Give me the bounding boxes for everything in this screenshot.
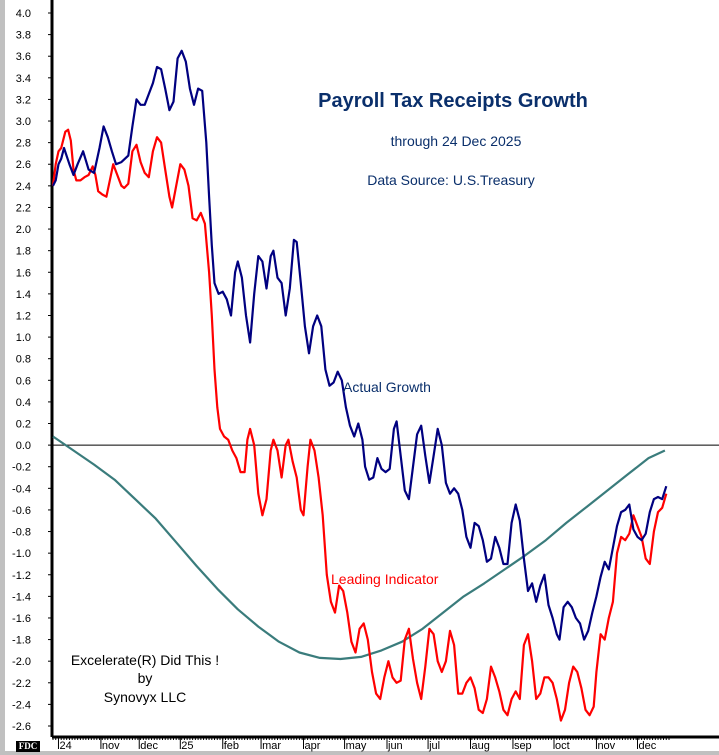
annotation-actual-growth: Actual Growth <box>343 379 431 395</box>
plot-area <box>52 0 719 739</box>
chart-title: Payroll Tax Receipts Growth <box>318 90 588 112</box>
y-tick-label: -2.4 <box>12 699 31 711</box>
y-tick-label: 4.0 <box>16 8 31 20</box>
y-axis: 4.0 3.8 3.6 3.4 3.2 3.0 2.8 2.6 2.4 2.2 2.0 1.8 1.6 1… <box>12 0 54 737</box>
credit-line-2: by <box>138 670 153 686</box>
left-border <box>0 0 5 755</box>
x-tick-label: apr <box>305 740 321 752</box>
y-tick-label: 2.8 <box>16 138 31 150</box>
y-tick-label: 0.8 <box>16 354 31 366</box>
x-tick-label: jul <box>428 740 440 752</box>
x-tick-label: mar <box>262 740 281 752</box>
y-tick-label: 1.4 <box>16 289 31 301</box>
data-source: Data Source: U.S.Treasury <box>367 172 535 188</box>
series-layer <box>51 49 668 722</box>
y-tick-label: -2.0 <box>12 656 31 668</box>
x-tick-label: oct <box>555 740 570 752</box>
y-tick-label: -2.6 <box>12 721 31 733</box>
x-tick-label: sep <box>514 740 532 752</box>
fdc-badge: FDC <box>16 741 40 752</box>
y-tick-label: -0.4 <box>12 483 31 495</box>
x-tick-label: nov <box>597 740 615 752</box>
x-tick-label: nov <box>102 740 120 752</box>
y-tick-label: -1.6 <box>12 613 31 625</box>
y-tick-label: -1.0 <box>12 548 31 560</box>
series-line-trend <box>52 435 666 661</box>
bottom-border <box>0 751 719 755</box>
y-tick-label: -0.8 <box>12 527 31 539</box>
x-tick-label: may <box>346 740 367 752</box>
y-tick-label: 3.4 <box>16 73 31 85</box>
y-tick-label: -0.2 <box>12 462 31 474</box>
y-tick-label: 3.6 <box>16 51 31 63</box>
y-tick-label: 1.6 <box>16 267 31 279</box>
credit-line-3: Synovyx LLC <box>104 689 186 705</box>
credit-line-1: Excelerate(R) Did This ! <box>71 652 219 668</box>
y-tick-label: -1.8 <box>12 635 31 647</box>
y-tick-label: -1.2 <box>12 570 31 582</box>
y-tick-label: 0.2 <box>16 419 31 431</box>
y-tick-label: 3.0 <box>16 116 31 128</box>
x-tick-label: aug <box>472 740 490 752</box>
y-tick-label: 0.6 <box>16 375 31 387</box>
x-tick-label: 25 <box>181 740 193 752</box>
y-axis-panel <box>0 0 52 739</box>
x-tick-label: feb <box>224 740 239 752</box>
y-tick-label: 3.8 <box>16 30 31 42</box>
y-tick-label: 1.8 <box>16 246 31 258</box>
y-tick-label: 2.6 <box>16 159 31 171</box>
x-tick-label: dec <box>140 740 158 752</box>
x-tick-label: jun <box>387 740 403 752</box>
y-tick-label: 0.4 <box>16 397 31 409</box>
y-tick-label: 1.2 <box>16 310 31 322</box>
y-tick-label: 3.2 <box>16 94 31 106</box>
x-axis: 24 nov dec 25 feb mar apr may jun jul aug sep oct nov… <box>52 735 719 752</box>
x-tick-label: 24 <box>59 740 71 752</box>
y-tick-label: -1.4 <box>12 591 31 603</box>
y-tick-label: 2.4 <box>16 181 31 193</box>
y-tick-label: 0.0 <box>16 440 31 452</box>
y-tick-label: -0.6 <box>12 505 31 517</box>
series-line-leading-indicator <box>51 128 668 722</box>
y-tick-label: 2.2 <box>16 202 31 214</box>
y-tick-label: 1.0 <box>16 332 31 344</box>
series-line-actual-growth <box>52 49 668 641</box>
y-tick-label: -2.2 <box>12 678 31 690</box>
y-tick-label: 2.0 <box>16 224 31 236</box>
x-tick-label: dec <box>639 740 657 752</box>
annotation-leading-indicator: Leading Indicator <box>331 571 439 587</box>
chart-subtitle: through 24 Dec 2025 <box>391 133 522 149</box>
